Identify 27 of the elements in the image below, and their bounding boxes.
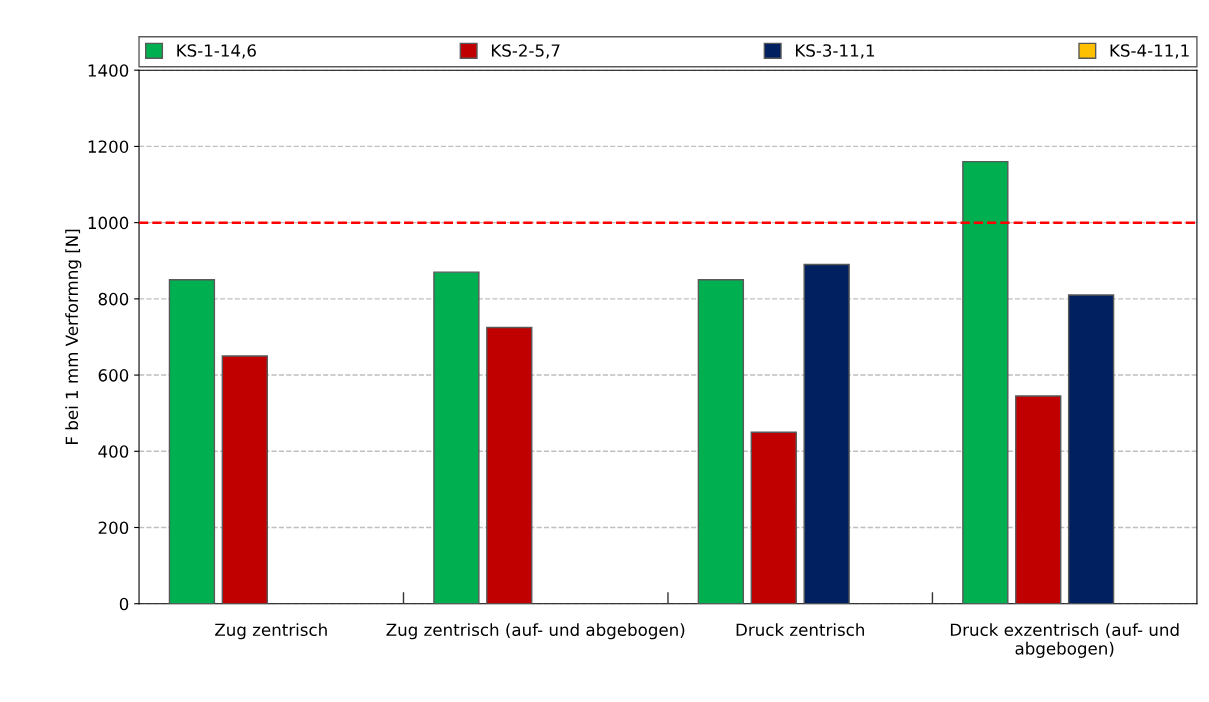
y-tick-label: 0 <box>119 597 129 611</box>
y-tick-label: 800 <box>98 292 129 306</box>
bar <box>1067 294 1115 604</box>
x-tick-label: Zug zentrisch <box>215 623 327 640</box>
x-tick-label: Druck exzentrisch (auf- und abgebogen) <box>950 623 1179 658</box>
legend-label: KS-1-14,6 <box>177 44 256 59</box>
x-tick-label: Druck zentrisch <box>736 623 864 637</box>
bar <box>803 263 850 604</box>
bar <box>486 326 533 604</box>
x-tick-label: Zug zentrisch (auf- und abgebogen) <box>386 623 685 640</box>
bar <box>433 271 480 604</box>
y-tick-label: 1200 <box>88 140 129 153</box>
y-tick-label: 1400 <box>88 64 129 77</box>
y-tick-label: 400 <box>98 445 129 458</box>
bar <box>221 355 268 604</box>
bar <box>1015 395 1062 604</box>
bar <box>168 279 216 604</box>
legend-label: KS-3-11,1 <box>796 44 875 59</box>
bar <box>750 431 797 604</box>
y-tick-label: 600 <box>98 369 129 382</box>
legend-label: KS-2-5,7 <box>491 44 560 59</box>
bar <box>697 279 745 604</box>
legend-label: KS-4-11,1 <box>1110 44 1189 59</box>
y-tick-label: 1000 <box>88 216 129 230</box>
y-axis-title: F bei 1 mm Verformng [N] <box>65 229 82 444</box>
bar <box>962 160 1009 604</box>
y-tick-label: 200 <box>98 521 129 535</box>
